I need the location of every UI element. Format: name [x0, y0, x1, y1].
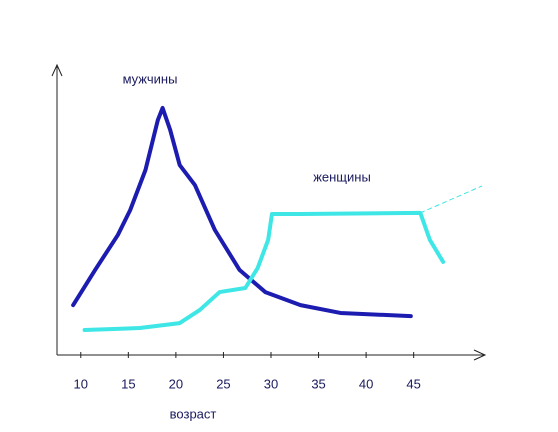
- x-tick-label: 25: [216, 376, 230, 391]
- trend-dash: [419, 185, 483, 214]
- series-label: женщины: [313, 169, 371, 184]
- x-tick-label: 45: [406, 376, 420, 391]
- series-label: мужчины: [123, 71, 178, 86]
- x-tick-label: 40: [359, 376, 373, 391]
- series-line: [82, 210, 446, 333]
- x-tick-label: 35: [311, 376, 325, 391]
- x-tick-label: 30: [264, 376, 278, 391]
- x-axis-arrow: [473, 349, 487, 361]
- y-axis-arrow: [51, 63, 63, 77]
- x-tick-label: 20: [169, 376, 183, 391]
- series-line: [71, 105, 413, 319]
- x-tick-label: 15: [121, 376, 135, 391]
- x-tick-label: 10: [74, 376, 88, 391]
- x-axis-label: возраст: [170, 406, 217, 421]
